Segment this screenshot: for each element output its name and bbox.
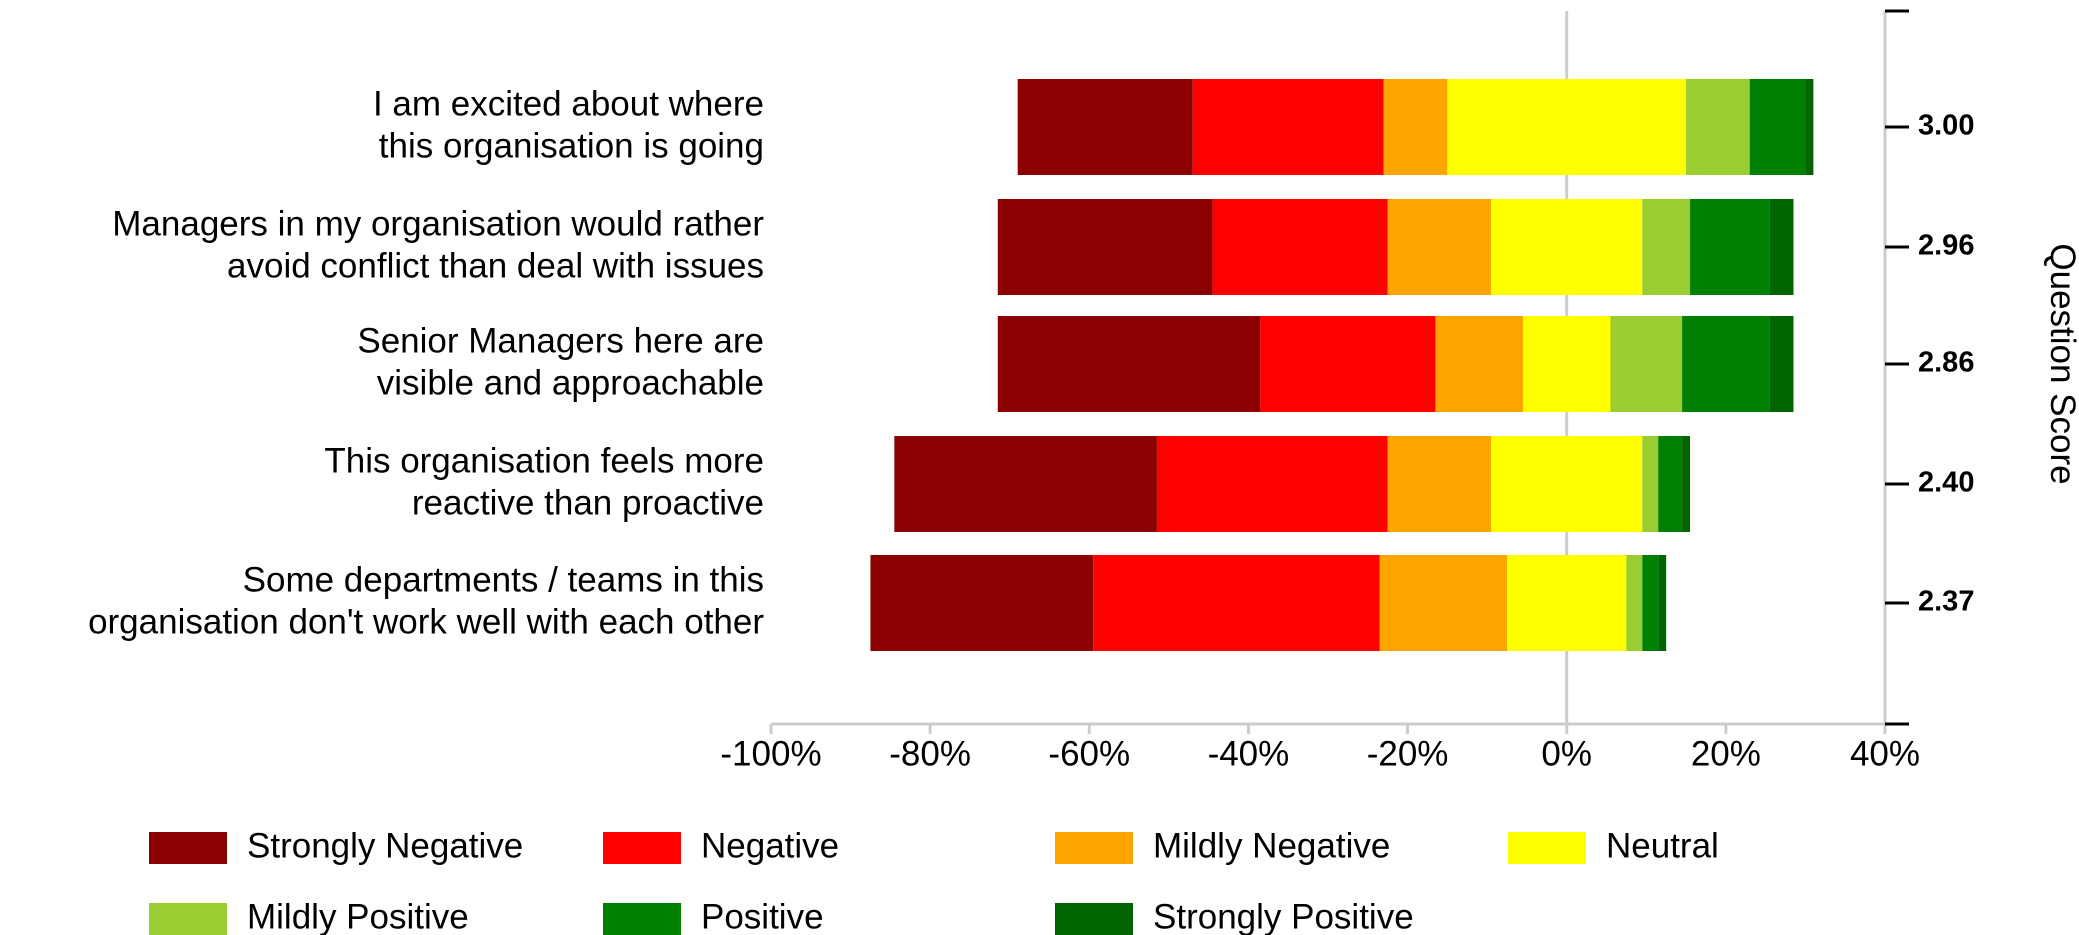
score-label: 2.40 (1918, 467, 1974, 499)
category-label: visible and approachable (377, 363, 764, 402)
x-tick-label: -20% (1367, 734, 1449, 773)
category-label: reactive than proactive (412, 483, 764, 522)
bar-segment (1805, 79, 1814, 175)
category-label: Managers in my organisation would rather (112, 204, 764, 243)
legend-label: Neutral (1606, 826, 1719, 865)
bar-segment (1093, 555, 1380, 651)
score-label: 3.00 (1918, 110, 1974, 142)
category-label: I am excited about where (373, 84, 764, 123)
y2-axis-title: Question Score (2043, 243, 2079, 484)
bar-segment (1435, 316, 1523, 412)
bar-segment (1682, 436, 1691, 532)
legend-swatch (603, 832, 681, 864)
x-tick-label: -100% (720, 734, 821, 773)
bar-segment (1690, 199, 1770, 295)
bar-segment (1387, 436, 1492, 532)
bar-segment (1610, 316, 1683, 412)
legend-label: Positive (701, 897, 824, 935)
bar-segment (870, 555, 1094, 651)
category-label: avoid conflict than deal with issues (227, 246, 764, 285)
bar-segment (1212, 199, 1388, 295)
bar-segment (1192, 79, 1384, 175)
x-tick-label: -60% (1048, 734, 1130, 773)
bar-segment (1658, 436, 1683, 532)
category-label: Some departments / teams in this (243, 560, 764, 599)
bar-segment (1642, 199, 1691, 295)
bar-segment (1769, 316, 1794, 412)
legend-swatch (1055, 903, 1133, 935)
category-label: organisation don't work well with each o… (88, 602, 764, 641)
bar-segment (997, 316, 1261, 412)
bar-segment (1507, 555, 1627, 651)
legend-swatch (149, 832, 227, 864)
category-label: this organisation is going (379, 126, 764, 165)
bar-segment (1626, 555, 1643, 651)
x-tick-label: 40% (1850, 734, 1920, 773)
legend-label: Strongly Positive (1153, 897, 1414, 935)
bar-segment (1642, 555, 1659, 651)
legend-swatch (1508, 832, 1586, 864)
category-label: This organisation feels more (324, 441, 764, 480)
bar-segment (1260, 316, 1436, 412)
bar-segment (1686, 79, 1750, 175)
bar-segment (1658, 555, 1667, 651)
x-tick-label: 0% (1541, 734, 1592, 773)
score-label: 2.86 (1918, 347, 1974, 379)
bar-segment (1522, 316, 1611, 412)
legend-label: Strongly Negative (247, 826, 523, 865)
bar-segment (1491, 199, 1643, 295)
category-label: Senior Managers here are (357, 321, 764, 360)
bar-segment (1682, 316, 1770, 412)
bar-segment (1387, 199, 1492, 295)
legend-label: Negative (701, 826, 839, 865)
bar-segment (1017, 79, 1193, 175)
x-tick-label: -80% (889, 734, 971, 773)
bar-segment (894, 436, 1157, 532)
legend-label: Mildly Negative (1153, 826, 1390, 865)
bar-segment (1447, 79, 1687, 175)
x-tick-label: -40% (1208, 734, 1290, 773)
bar-segment (1491, 436, 1643, 532)
score-label: 2.37 (1918, 586, 1974, 618)
legend-label: Mildly Positive (247, 897, 469, 935)
bar-segment (1156, 436, 1388, 532)
legend-swatch (603, 903, 681, 935)
legend-swatch (149, 903, 227, 935)
legend-swatch (1055, 832, 1133, 864)
x-tick-label: 20% (1691, 734, 1761, 773)
bar-segment (1383, 79, 1448, 175)
score-label: 2.96 (1918, 230, 1974, 262)
bar-segment (997, 199, 1213, 295)
bar-segment (1642, 436, 1659, 532)
bar-segment (1769, 199, 1794, 295)
bar-segment (1749, 79, 1806, 175)
bar-segment (1379, 555, 1508, 651)
